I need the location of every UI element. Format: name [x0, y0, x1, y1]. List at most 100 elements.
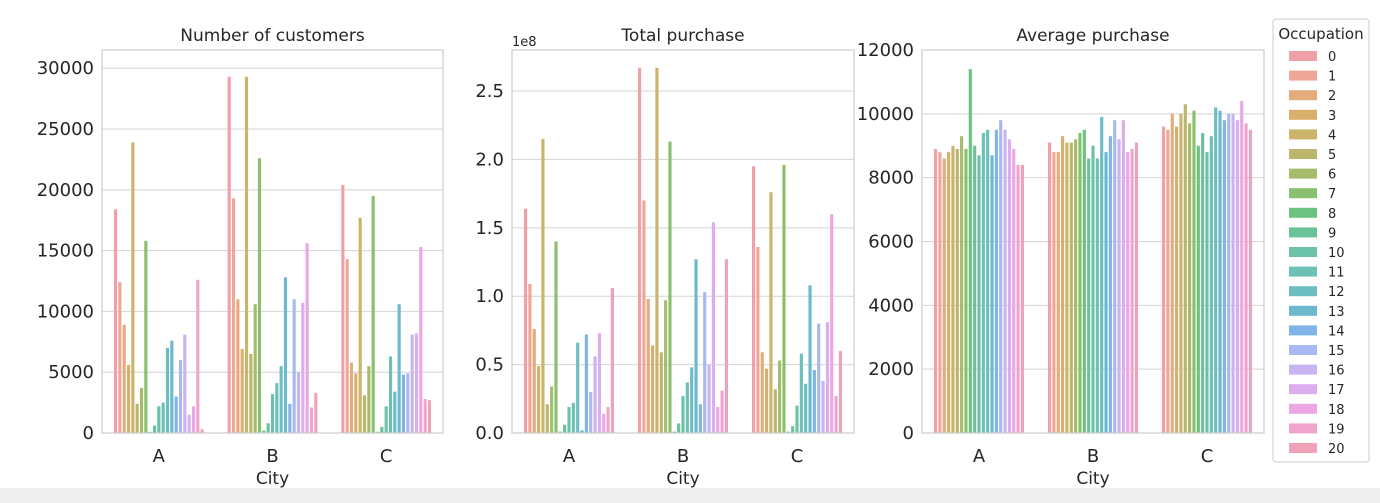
- bar: [1170, 113, 1174, 433]
- bar: [270, 394, 275, 433]
- bar: [309, 407, 314, 433]
- legend-item-label: 2: [1328, 89, 1336, 104]
- bar: [646, 298, 650, 433]
- bar: [231, 198, 236, 433]
- bar: [765, 368, 769, 433]
- bar: [1091, 145, 1095, 433]
- bar: [685, 382, 689, 433]
- bar: [1012, 148, 1016, 434]
- legend-swatch: [1289, 129, 1317, 140]
- legend-swatch: [1289, 109, 1317, 120]
- bar: [951, 145, 955, 433]
- legend-swatch: [1289, 247, 1317, 257]
- legend-swatch: [1289, 403, 1317, 414]
- x-axis-label: City: [256, 469, 289, 488]
- x-tick-label: C: [380, 446, 393, 467]
- bar: [283, 277, 288, 433]
- y-tick-label: 2.5: [475, 81, 504, 102]
- bar: [610, 288, 614, 433]
- bar: [642, 200, 646, 433]
- y-tick-label: 15000: [37, 241, 94, 262]
- bar: [113, 209, 118, 433]
- legend-swatch: [1289, 286, 1317, 297]
- bar: [986, 129, 990, 433]
- bar: [778, 360, 782, 433]
- bar: [1100, 117, 1104, 434]
- legend-item-label: 6: [1328, 168, 1336, 183]
- bar: [1196, 145, 1200, 433]
- legend-swatch: [1289, 70, 1317, 81]
- bar: [1095, 158, 1099, 433]
- legend-swatch: [1289, 266, 1317, 277]
- bar: [345, 259, 349, 433]
- bar: [148, 431, 152, 433]
- chart-title: Number of customers: [180, 26, 365, 46]
- bar: [296, 372, 301, 433]
- bar: [393, 391, 397, 433]
- bar: [1162, 126, 1166, 433]
- legend-item-label: 15: [1328, 344, 1345, 359]
- legend-swatch: [1289, 305, 1317, 316]
- bar: [1209, 136, 1213, 434]
- bar: [1082, 129, 1086, 433]
- x-axis-label: City: [666, 469, 699, 488]
- bar: [423, 398, 427, 433]
- x-tick-label: A: [153, 446, 166, 467]
- bar: [550, 386, 554, 433]
- bar: [1183, 104, 1187, 433]
- bar: [1192, 110, 1196, 434]
- y-tick-label: 25000: [37, 119, 94, 140]
- bar: [1104, 152, 1108, 433]
- legend-item-label: 10: [1328, 246, 1345, 261]
- x-tick-label: C: [791, 446, 804, 467]
- bar: [1235, 120, 1239, 433]
- legend-swatch: [1289, 364, 1317, 375]
- legend-title: Occupation: [1278, 25, 1363, 43]
- bar: [406, 373, 410, 433]
- legend-swatch: [1289, 149, 1317, 159]
- axes-frame: [511, 49, 855, 434]
- bar: [152, 425, 157, 433]
- bar: [934, 148, 938, 434]
- bar: [968, 69, 972, 434]
- bar: [349, 362, 354, 433]
- bar: [955, 148, 959, 434]
- legend-item-label: 19: [1328, 422, 1345, 437]
- bar: [362, 395, 367, 433]
- bar: [257, 158, 262, 433]
- y-tick-label: 0: [83, 423, 94, 444]
- bar: [760, 352, 764, 433]
- x-tick-label: B: [266, 446, 278, 467]
- legend-swatch: [1289, 51, 1317, 61]
- bar: [244, 76, 249, 433]
- bar: [532, 329, 536, 433]
- bar: [1134, 142, 1138, 433]
- bar: [262, 430, 266, 433]
- bar: [165, 347, 170, 433]
- bar: [524, 208, 528, 433]
- bar: [1016, 164, 1020, 433]
- legend-swatch: [1289, 443, 1317, 453]
- y-tick-label: 10000: [857, 104, 914, 125]
- bar: [821, 381, 825, 433]
- bar: [830, 214, 834, 433]
- x-axis-label: City: [1076, 469, 1109, 488]
- bar: [1218, 110, 1222, 434]
- legend-swatch: [1289, 325, 1317, 336]
- bar: [716, 407, 720, 433]
- bar: [275, 383, 279, 433]
- y-tick-label: 0.5: [475, 355, 504, 376]
- bar: [655, 67, 659, 434]
- bar: [371, 195, 375, 433]
- bar: [947, 152, 951, 433]
- bar: [707, 364, 711, 433]
- bar: [756, 246, 760, 433]
- legend: Occupation012345678910111213141516171819…: [1272, 18, 1370, 463]
- bar: [711, 222, 715, 433]
- bar: [384, 406, 388, 433]
- legend-swatch: [1289, 384, 1317, 395]
- bar: [187, 414, 191, 433]
- bar: [567, 407, 571, 433]
- bar: [602, 413, 606, 433]
- x-tick-label: A: [563, 446, 576, 467]
